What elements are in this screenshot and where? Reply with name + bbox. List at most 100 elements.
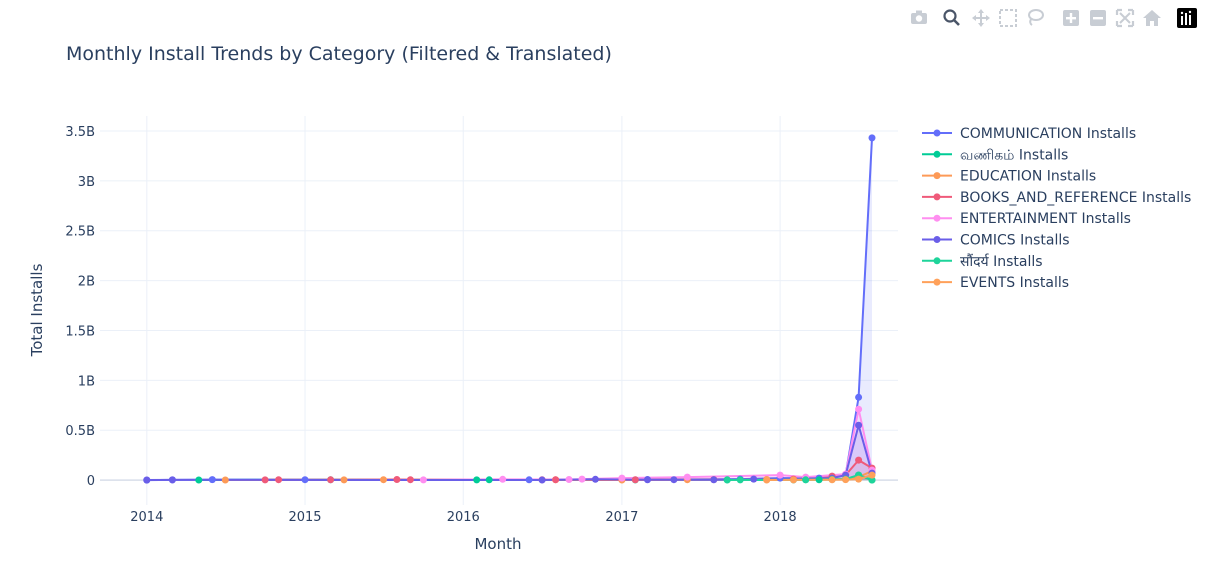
- data-point[interactable]: [723, 476, 731, 484]
- legend-item[interactable]: COMICS Installs: [922, 233, 1070, 249]
- camera-button[interactable]: [908, 6, 930, 30]
- y-tick-label: 1B: [78, 374, 95, 389]
- x-tick-label: 2014: [130, 510, 163, 525]
- data-point[interactable]: [195, 476, 203, 484]
- legend-label: EVENTS Installs: [960, 275, 1069, 291]
- legend-marker-swatch: [933, 278, 941, 286]
- data-point[interactable]: [380, 476, 387, 484]
- data-point[interactable]: [406, 476, 414, 484]
- data-point[interactable]: [710, 476, 718, 484]
- data-point[interactable]: [538, 476, 546, 484]
- data-point[interactable]: [763, 476, 771, 484]
- legend-label: ENTERTAINMENT Installs: [960, 211, 1131, 227]
- data-point[interactable]: [327, 476, 335, 484]
- legend-item[interactable]: BOOKS_AND_REFERENCE Installs: [922, 190, 1191, 206]
- x-axis-ticks: 2014 2015 2016 2017 2018: [130, 510, 796, 525]
- legend-item[interactable]: EDUCATION Installs: [922, 169, 1096, 185]
- series-line: [146, 424, 873, 481]
- home-icon: [1143, 10, 1161, 26]
- data-point[interactable]: [499, 475, 507, 483]
- y-axis-title: Total Installs: [28, 263, 46, 357]
- legend-item[interactable]: ENTERTAINMENT Installs: [922, 211, 1131, 227]
- legend-label: EDUCATION Installs: [960, 169, 1096, 185]
- data-point[interactable]: [261, 476, 269, 484]
- y-tick-label: 0: [87, 474, 95, 489]
- data-point[interactable]: [591, 475, 599, 483]
- legend-label: BOOKS_AND_REFERENCE Installs: [960, 190, 1191, 206]
- data-point[interactable]: [393, 476, 401, 483]
- series-area-fill: [146, 425, 873, 481]
- data-point[interactable]: [802, 476, 810, 484]
- zoom-button[interactable]: [941, 6, 963, 30]
- data-point[interactable]: [683, 473, 691, 481]
- data-point[interactable]: [670, 476, 678, 484]
- data-point[interactable]: [855, 421, 863, 429]
- data-point[interactable]: [168, 476, 176, 484]
- zoom-in-button[interactable]: [1060, 6, 1082, 30]
- grid-lines: [100, 116, 898, 505]
- home-button[interactable]: [1141, 6, 1163, 30]
- data-point[interactable]: [301, 476, 309, 484]
- chart-title: Monthly Install Trends by Category (Filt…: [66, 43, 612, 65]
- pan-button[interactable]: [970, 6, 992, 30]
- data-point[interactable]: [578, 475, 586, 483]
- legend-label: வணிகம் Installs: [960, 147, 1068, 163]
- data-point[interactable]: [868, 476, 876, 484]
- chart-modebar: [908, 6, 1208, 32]
- box-select-button[interactable]: [997, 6, 1019, 30]
- data-point[interactable]: [525, 476, 533, 484]
- data-point[interactable]: [275, 476, 283, 484]
- data-point[interactable]: [776, 471, 784, 479]
- data-point[interactable]: [790, 476, 797, 484]
- y-tick-label: 0.5B: [65, 424, 95, 439]
- data-point[interactable]: [631, 476, 639, 484]
- legend-item[interactable]: COMMUNICATION Installs: [922, 126, 1136, 142]
- legend-marker-swatch: [933, 193, 941, 201]
- data-point[interactable]: [473, 476, 481, 484]
- legend-item[interactable]: सौंदर्य Installs: [922, 253, 1043, 270]
- data-point[interactable]: [855, 475, 863, 483]
- x-tick-label: 2015: [288, 510, 321, 525]
- data-point[interactable]: [419, 476, 427, 484]
- data-point[interactable]: [143, 476, 151, 484]
- autoscale-button[interactable]: [1114, 6, 1136, 30]
- data-point[interactable]: [340, 476, 348, 484]
- legend-marker-swatch: [933, 129, 941, 137]
- legend-item[interactable]: EVENTS Installs: [922, 275, 1069, 291]
- data-point[interactable]: [618, 474, 626, 482]
- data-point[interactable]: [828, 476, 836, 484]
- lasso-button[interactable]: [1024, 6, 1046, 30]
- legend-label: COMICS Installs: [960, 233, 1070, 249]
- legend-item[interactable]: வணிகம் Installs: [922, 147, 1068, 163]
- legend-marker-swatch: [933, 257, 941, 265]
- y-tick-label: 2.5B: [65, 225, 95, 240]
- data-point[interactable]: [868, 471, 876, 479]
- data-point[interactable]: [565, 476, 573, 483]
- data-point[interactable]: [221, 476, 229, 484]
- data-point[interactable]: [815, 476, 823, 484]
- data-point[interactable]: [485, 476, 493, 484]
- legend-label: सौंदर्य Installs: [960, 253, 1043, 270]
- y-tick-label: 3B: [78, 175, 95, 190]
- zoom-icon: [943, 9, 960, 26]
- y-tick-label: 1.5B: [65, 324, 95, 339]
- data-point[interactable]: [842, 476, 850, 484]
- data-point[interactable]: [208, 476, 216, 484]
- data-point[interactable]: [855, 405, 863, 413]
- plotly-logo-button[interactable]: [1176, 6, 1198, 30]
- pan-icon: [972, 9, 990, 27]
- data-point[interactable]: [736, 476, 744, 484]
- zoom-in-icon: [1063, 10, 1079, 26]
- data-point[interactable]: [868, 134, 876, 142]
- data-point[interactable]: [552, 476, 560, 484]
- data-point[interactable]: [855, 393, 863, 401]
- area-fills: [146, 137, 873, 481]
- zoom-out-button[interactable]: [1087, 6, 1109, 30]
- data-point[interactable]: [644, 476, 651, 484]
- box-select-icon: [999, 9, 1017, 27]
- data-point[interactable]: [750, 475, 758, 483]
- legend-marker-swatch: [933, 236, 941, 243]
- x-tick-label: 2018: [764, 510, 797, 525]
- data-point[interactable]: [855, 456, 863, 464]
